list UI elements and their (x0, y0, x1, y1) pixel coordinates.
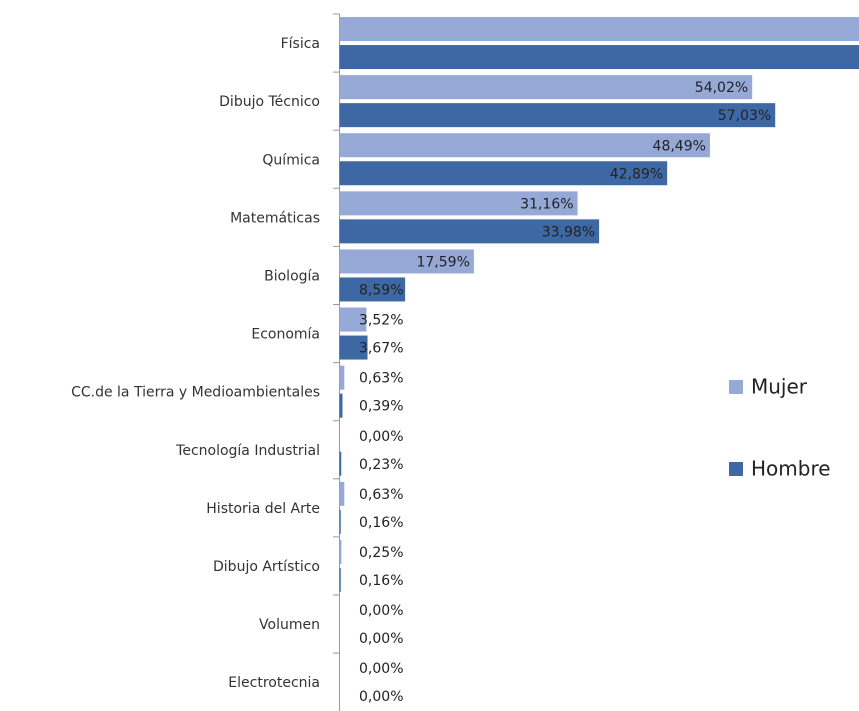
bar (339, 509, 341, 534)
bar (339, 277, 406, 302)
bar (339, 45, 859, 70)
bar (339, 393, 343, 418)
bar (339, 219, 600, 244)
value-label: 42,89% (610, 166, 663, 182)
category-label: Biología (264, 268, 320, 284)
legend-label: Hombre (751, 457, 831, 481)
category-label: Matemáticas (230, 210, 320, 226)
value-label: 0,16% (359, 573, 403, 589)
category-label: Física (281, 36, 320, 52)
bar (339, 75, 753, 100)
value-label: 0,23% (359, 457, 403, 473)
value-label: 0,00% (359, 661, 403, 677)
value-label: 3,52% (359, 313, 403, 329)
bar (339, 451, 342, 476)
category-label: Volumen (259, 617, 320, 633)
bar (339, 307, 367, 332)
bar (339, 161, 668, 186)
category-label: Economía (251, 327, 320, 343)
bar (339, 335, 368, 360)
value-label: 48,49% (653, 138, 706, 154)
value-label: 0,00% (359, 631, 403, 647)
bar (339, 17, 859, 42)
value-label: 0,63% (359, 371, 403, 387)
legend-swatch (729, 380, 743, 394)
value-label: 3,67% (359, 341, 403, 357)
bar (339, 249, 474, 274)
value-label: 0,00% (359, 603, 403, 619)
category-label: Historia del Arte (206, 501, 320, 517)
value-label: 0,39% (359, 399, 403, 415)
category-label: Dibujo Artístico (213, 559, 320, 575)
legend-swatch (729, 462, 743, 476)
bar (339, 191, 578, 216)
value-label: 54,02% (695, 80, 748, 96)
category-label: CC.de la Tierra y Medioambientales (71, 385, 320, 401)
legend-label: Mujer (751, 375, 808, 399)
value-label: 57,03% (718, 108, 771, 124)
bar (339, 103, 776, 128)
bar (339, 567, 341, 592)
value-label: 8,59% (359, 282, 403, 298)
value-label: 0,00% (359, 429, 403, 445)
category-label: Química (262, 152, 320, 168)
bar (339, 481, 345, 506)
category-label: Electrotecnia (228, 675, 320, 691)
bar (339, 133, 710, 158)
value-label: 17,59% (416, 254, 469, 270)
category-label: Tecnología Industrial (175, 443, 320, 459)
value-label: 0,16% (359, 515, 403, 531)
bar (339, 365, 345, 390)
value-label: 31,16% (520, 196, 573, 212)
value-label: 0,00% (359, 689, 403, 705)
value-label: 33,98% (542, 224, 595, 240)
bar (339, 539, 342, 564)
value-label: 0,63% (359, 487, 403, 503)
category-label: Dibujo Técnico (219, 94, 320, 110)
value-label: 0,25% (359, 545, 403, 561)
